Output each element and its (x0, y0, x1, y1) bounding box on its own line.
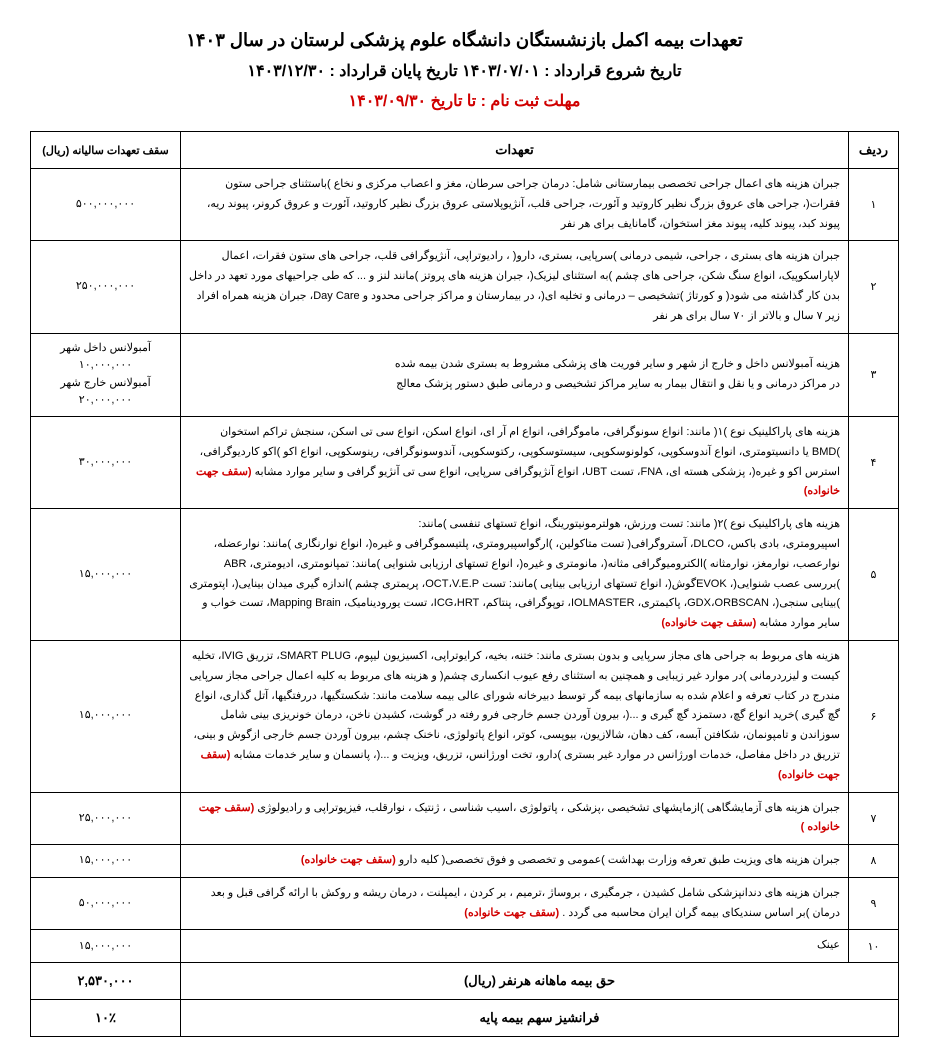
row-description: عینک (181, 930, 849, 963)
row-description: جبران هزینه های اعمال جراحی تخصصی بیمارس… (181, 169, 849, 241)
table-row: ۱جبران هزینه های اعمال جراحی تخصصی بیمار… (31, 169, 899, 241)
row-number: ۳ (849, 333, 899, 416)
row-cap: ۱۵,۰۰۰,۰۰۰ (31, 640, 181, 792)
row-number: ۵ (849, 509, 899, 641)
table-row: ۸جبران هزینه های ویزیت طبق تعرفه وزارت ب… (31, 845, 899, 878)
family-cap-note: (سقف جهت خانواده ) (199, 802, 840, 834)
row-number: ۷ (849, 792, 899, 845)
row-number: ۲ (849, 241, 899, 333)
row-cap: ۵۰,۰۰۰,۰۰۰ (31, 877, 181, 930)
table-row: ۴هزینه های پاراکلینیک نوع )۱( مانند: انو… (31, 416, 899, 508)
row-cap: ۱۵,۰۰۰,۰۰۰ (31, 845, 181, 878)
col-header-row: ردیف (849, 132, 899, 169)
row-cap: ۲۵۰,۰۰۰,۰۰۰ (31, 241, 181, 333)
contract-dates: تاریخ شروع قرارداد : ۱۴۰۳/۰۷/۰۱ تاریخ پا… (30, 61, 899, 81)
row-description: جبران هزینه های آزمایشگاهی )ازمایشهای تش… (181, 792, 849, 845)
row-cap: آمبولانس داخل شهر ۱۰,۰۰۰,۰۰۰آمبولانس خار… (31, 333, 181, 416)
row-description: هزینه آمبولانس داخل و خارج از شهر و سایر… (181, 333, 849, 416)
franchise-value: ۱۰٪ (31, 1000, 181, 1037)
row-description: هزینه های پاراکلینیک نوع )۱( مانند: انوا… (181, 416, 849, 508)
row-description: جبران هزینه های ویزیت طبق تعرفه وزارت به… (181, 845, 849, 878)
table-row: ۶هزینه های مربوط به جراحی های مجاز سرپای… (31, 640, 899, 792)
row-number: ۱۰ (849, 930, 899, 963)
table-row: ۷جبران هزینه های آزمایشگاهی )ازمایشهای ت… (31, 792, 899, 845)
family-cap-note: (سقف جهت خانواده) (201, 749, 840, 781)
col-header-desc: تعهدات (181, 132, 849, 169)
table-row: ۲جبران هزینه های بستری ، جراحی، شیمی درم… (31, 241, 899, 333)
row-number: ۶ (849, 640, 899, 792)
col-header-cap: سقف تعهدات سالیانه (ریال) (31, 132, 181, 169)
table-row: ۱۰عینک۱۵,۰۰۰,۰۰۰ (31, 930, 899, 963)
family-cap-note: (سقف جهت خانواده) (301, 854, 396, 866)
table-row: ۳هزینه آمبولانس داخل و خارج از شهر و سای… (31, 333, 899, 416)
row-number: ۹ (849, 877, 899, 930)
coverage-table: ردیف تعهدات سقف تعهدات سالیانه (ریال) ۱ج… (30, 131, 899, 1037)
premium-label: حق بیمه ماهانه هرنفر (ریال) (181, 963, 899, 1000)
row-cap: ۵۰۰,۰۰۰,۰۰۰ (31, 169, 181, 241)
row-description: هزینه های پاراکلینیک نوع )۲( مانند: تست … (181, 509, 849, 641)
table-row: ۹جبران هزینه های دندانپزشکی شامل کشیدن ،… (31, 877, 899, 930)
franchise-row: فرانشیز سهم بیمه پایه ۱۰٪ (31, 1000, 899, 1037)
row-number: ۴ (849, 416, 899, 508)
premium-row: حق بیمه ماهانه هرنفر (ریال) ۲,۵۳۰,۰۰۰ (31, 963, 899, 1000)
main-title: تعهدات بیمه اکمل بازنشستگان دانشگاه علوم… (30, 30, 899, 51)
family-cap-note: (سقف جهت خانواده) (464, 907, 559, 919)
row-description: هزینه های مربوط به جراحی های مجاز سرپایی… (181, 640, 849, 792)
row-description: جبران هزینه های بستری ، جراحی، شیمی درما… (181, 241, 849, 333)
row-cap: ۲۵,۰۰۰,۰۰۰ (31, 792, 181, 845)
row-cap: ۳۰,۰۰۰,۰۰۰ (31, 416, 181, 508)
row-cap: ۱۵,۰۰۰,۰۰۰ (31, 509, 181, 641)
franchise-label: فرانشیز سهم بیمه پایه (181, 1000, 899, 1037)
premium-value: ۲,۵۳۰,۰۰۰ (31, 963, 181, 1000)
row-number: ۸ (849, 845, 899, 878)
document-header: تعهدات بیمه اکمل بازنشستگان دانشگاه علوم… (30, 30, 899, 111)
table-row: ۵هزینه های پاراکلینیک نوع )۲( مانند: تست… (31, 509, 899, 641)
table-header-row: ردیف تعهدات سقف تعهدات سالیانه (ریال) (31, 132, 899, 169)
table-body: ۱جبران هزینه های اعمال جراحی تخصصی بیمار… (31, 169, 899, 963)
family-cap-note: (سقف جهت خانواده) (196, 466, 840, 498)
family-cap-note: (سقف جهت خانواده) (661, 617, 756, 629)
row-description: جبران هزینه های دندانپزشکی شامل کشیدن ، … (181, 877, 849, 930)
registration-deadline: مهلت ثبت نام : تا تاریخ ۱۴۰۳/۰۹/۳۰ (30, 91, 899, 111)
row-number: ۱ (849, 169, 899, 241)
row-cap: ۱۵,۰۰۰,۰۰۰ (31, 930, 181, 963)
